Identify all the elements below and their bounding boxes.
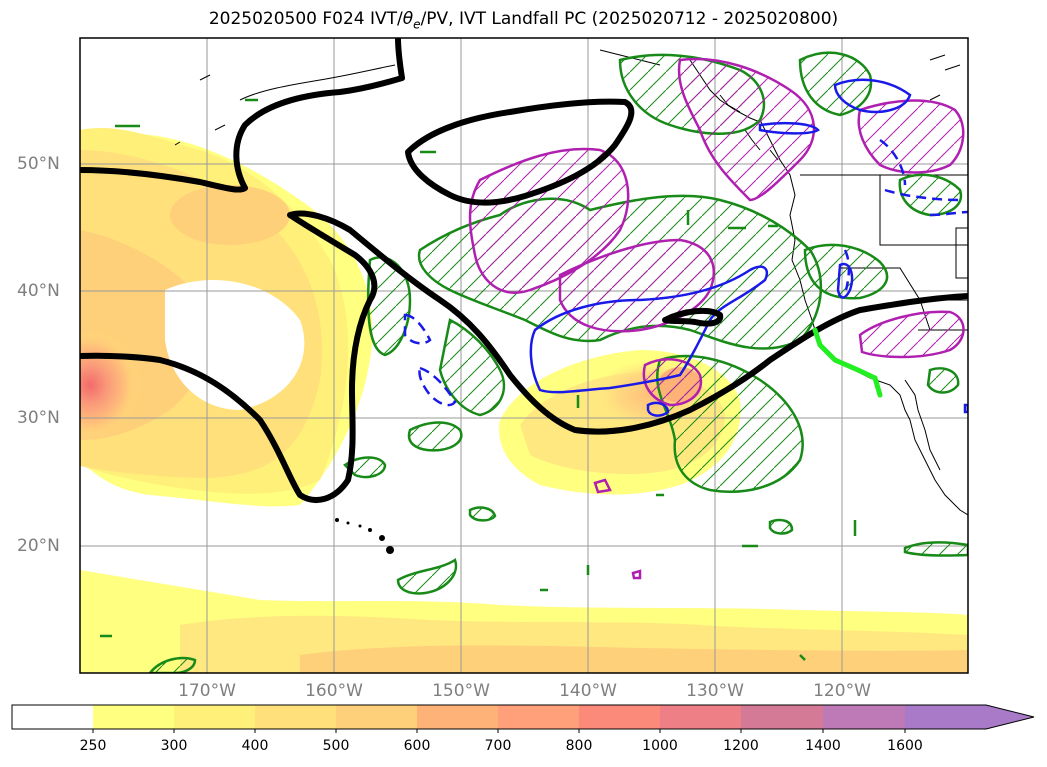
colorbar-bin-8 [579, 705, 660, 729]
colorbar-outline [11, 704, 1035, 730]
colorbar-tick-1000: 1000 [642, 738, 678, 754]
colorbar-bin-9 [660, 705, 741, 729]
colorbar-tick-500: 500 [322, 738, 350, 754]
colorbar-extend-arrow [905, 705, 1034, 729]
colorbar-bin-4 [255, 705, 336, 729]
colorbar-bin-11 [823, 705, 905, 729]
colorbar-bin-1 [12, 705, 93, 729]
colorbar-bin-7 [498, 705, 579, 729]
colorbar-tick-600: 600 [403, 738, 431, 754]
colorbar-tick-800: 800 [565, 738, 593, 754]
lon-label-140w: 140°W [559, 681, 617, 701]
colorbar-bin-3 [174, 705, 255, 729]
lat-label-20n: 20°N [17, 536, 60, 556]
black-contour [80, 38, 968, 503]
colorbar-tick-400: 400 [241, 738, 269, 754]
blue-dashed-contours [403, 138, 968, 407]
colorbar-bin-6 [417, 705, 498, 729]
colorbar-tick-1200: 1200 [723, 738, 759, 754]
green-small-contours [100, 98, 857, 661]
lon-label-150w: 150°W [432, 681, 490, 701]
colorbar-tick-250: 250 [79, 738, 107, 754]
lon-label-170w: 170°W [178, 681, 236, 701]
lon-label-160w: 160°W [305, 681, 363, 701]
lat-label-50n: 50°N [17, 154, 60, 174]
lon-label-120w: 120°W [813, 681, 871, 701]
colorbar-bin-2 [93, 705, 174, 729]
landfall-line [812, 327, 883, 398]
magenta-hatched-contours [468, 57, 965, 580]
colorbar-bin-10 [741, 705, 823, 729]
islands [335, 518, 394, 554]
lat-label-40n: 40°N [17, 281, 60, 301]
colorbar-tick-700: 700 [484, 738, 512, 754]
map-frame [79, 37, 969, 674]
lat-label-30n: 30°N [17, 408, 60, 428]
colorbar-tick-1600: 1600 [887, 738, 923, 754]
lon-label-130w: 130°W [686, 681, 744, 701]
colorbar-tick-300: 300 [160, 738, 188, 754]
map-panel [80, 38, 968, 673]
colorbar-tick-1400: 1400 [805, 738, 841, 754]
colorbar-bin-5 [336, 705, 417, 729]
colorbar [11, 704, 1035, 733]
map-title: 2025020500 F024 IVT/θe/PV, IVT Landfall … [208, 9, 839, 32]
